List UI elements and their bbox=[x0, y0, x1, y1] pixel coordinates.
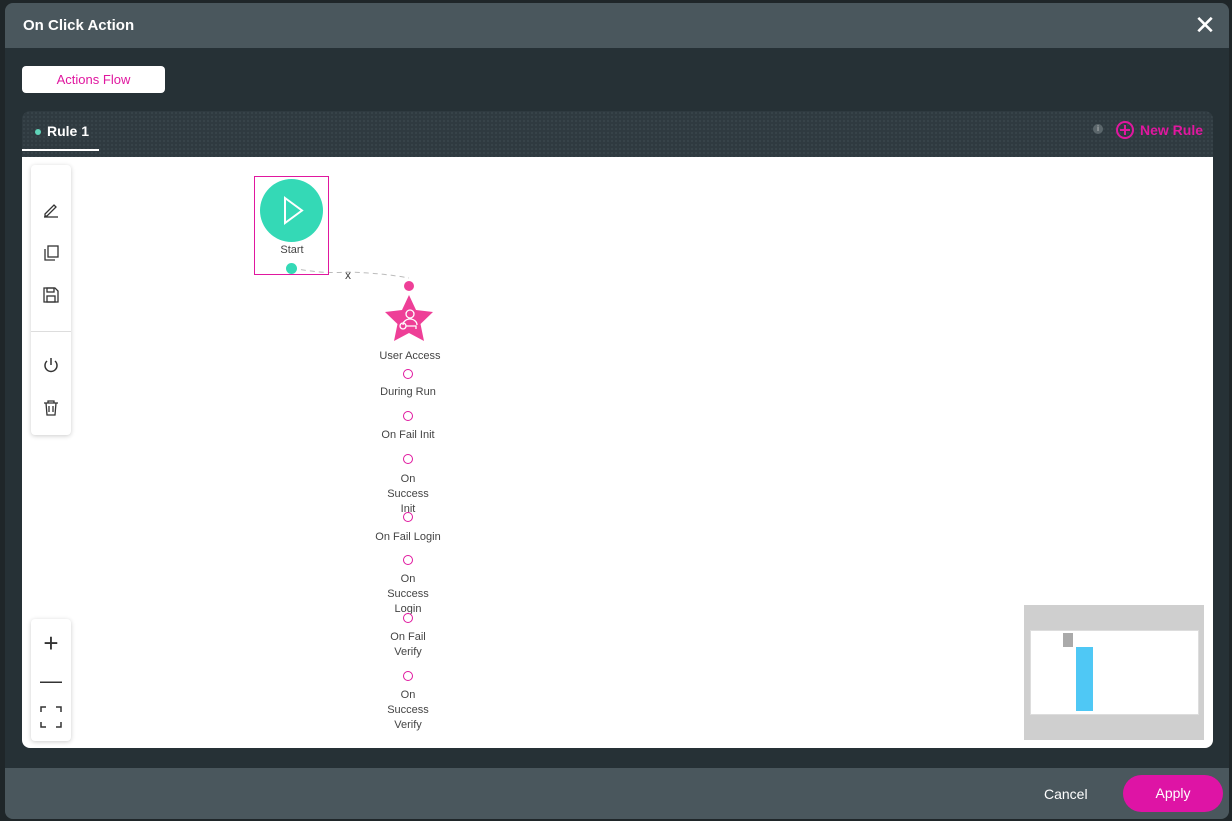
save-icon[interactable] bbox=[39, 283, 63, 307]
tab-rule-1[interactable]: Rule 1 bbox=[22, 111, 99, 151]
info-icon[interactable]: i bbox=[1093, 124, 1103, 134]
tab-label: Rule 1 bbox=[47, 123, 90, 139]
remove-connection-button[interactable]: x bbox=[345, 268, 351, 282]
zoom-in-icon[interactable]: + bbox=[43, 627, 59, 658]
dialog-header: On Click Action ✕ bbox=[5, 3, 1229, 48]
output-label: On Fail Verify bbox=[390, 631, 426, 658]
plus-circle-icon bbox=[1116, 121, 1134, 139]
output-label: On Success Verify bbox=[387, 689, 429, 731]
edit-icon[interactable] bbox=[39, 198, 63, 222]
output-port-on-success-verify[interactable] bbox=[403, 671, 413, 681]
zoom-controls: + — bbox=[31, 619, 71, 741]
action-input-port[interactable] bbox=[404, 281, 414, 291]
minimap[interactable] bbox=[1024, 605, 1204, 740]
apply-button[interactable]: Apply bbox=[1123, 775, 1223, 812]
on-click-action-dialog: On Click Action ✕ Actions Flow Rule 1 i … bbox=[5, 3, 1229, 819]
start-node-selection[interactable] bbox=[254, 176, 329, 275]
fit-screen-icon[interactable] bbox=[39, 705, 63, 729]
dialog-footer: Cancel Apply bbox=[5, 768, 1229, 819]
output-port-on-success-init[interactable] bbox=[403, 454, 413, 464]
user-access-node[interactable] bbox=[383, 294, 435, 344]
start-label: Start bbox=[280, 244, 304, 256]
cancel-button[interactable]: Cancel bbox=[1044, 786, 1088, 802]
node-toolbar bbox=[31, 165, 71, 435]
user-access-label: User Access bbox=[379, 350, 441, 362]
power-icon[interactable] bbox=[39, 353, 63, 377]
zoom-out-icon[interactable]: — bbox=[40, 668, 62, 693]
active-dot-icon bbox=[35, 129, 41, 136]
trash-icon[interactable] bbox=[39, 396, 63, 420]
start-output-port[interactable] bbox=[286, 263, 297, 274]
flow-canvas[interactable]: + — x Start User Access During Run On Fa… bbox=[22, 157, 1213, 748]
dialog-title: On Click Action bbox=[23, 17, 135, 34]
output-label: On Success Login bbox=[387, 573, 429, 615]
rules-tab-bar: Rule 1 i New Rule bbox=[22, 111, 1213, 157]
play-icon bbox=[284, 196, 304, 225]
output-label: On Fail Init bbox=[381, 429, 435, 441]
connection-line[interactable] bbox=[22, 157, 522, 297]
output-label: On Success Init bbox=[387, 473, 429, 515]
output-port-on-fail-login[interactable] bbox=[403, 512, 413, 522]
minimap-start-node bbox=[1063, 633, 1073, 647]
copy-icon[interactable] bbox=[39, 241, 63, 265]
minimap-action-node bbox=[1076, 647, 1093, 711]
output-label: During Run bbox=[380, 386, 436, 398]
start-node[interactable] bbox=[260, 179, 323, 242]
new-rule-label: New Rule bbox=[1140, 122, 1204, 138]
close-icon[interactable]: ✕ bbox=[1194, 10, 1216, 40]
minimap-area bbox=[1030, 630, 1199, 715]
actions-flow-button[interactable]: Actions Flow bbox=[22, 66, 165, 93]
output-port-during-run[interactable] bbox=[403, 369, 413, 379]
new-rule-button[interactable]: New Rule bbox=[1116, 121, 1203, 139]
user-key-icon bbox=[399, 309, 418, 330]
output-port-on-fail-init[interactable] bbox=[403, 411, 413, 421]
output-port-on-success-login[interactable] bbox=[403, 555, 413, 565]
output-port-on-fail-verify[interactable] bbox=[403, 613, 413, 623]
output-label: On Fail Login bbox=[375, 531, 441, 543]
